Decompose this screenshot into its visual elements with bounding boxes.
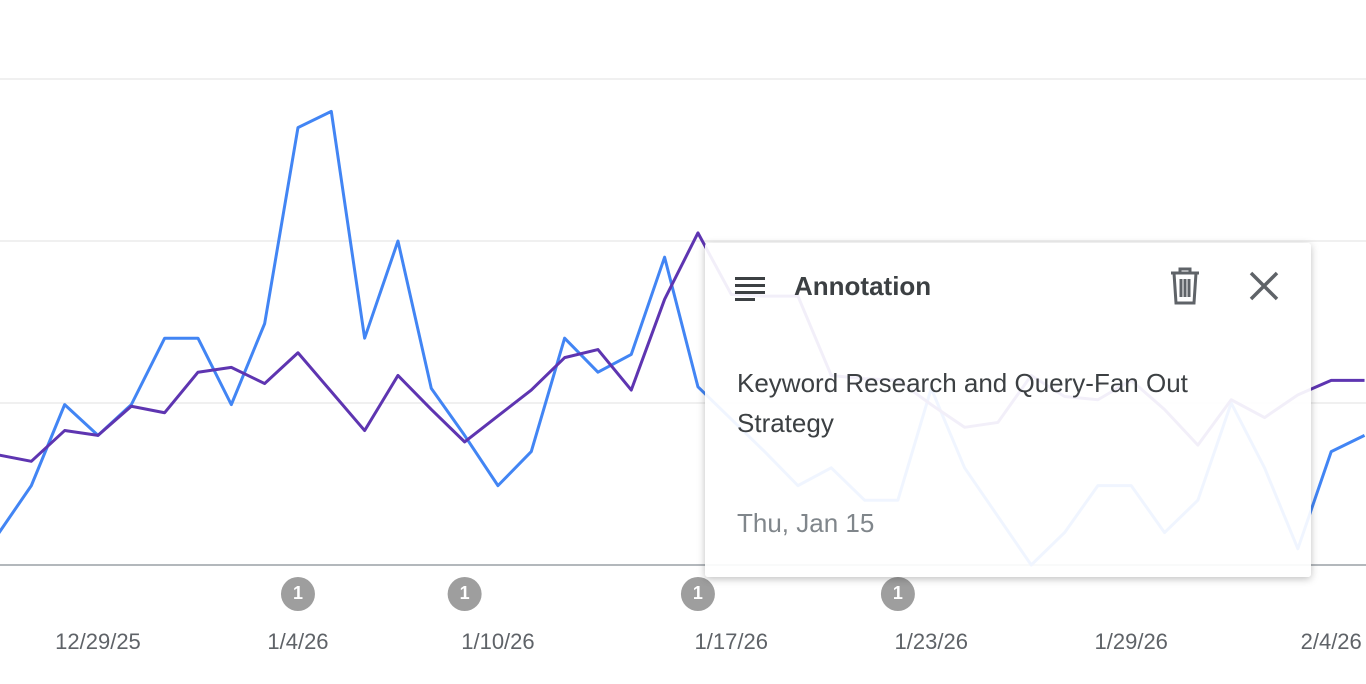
x-tick-label: 12/29/25 [55, 629, 141, 654]
annotation-popup: Annotation Keyword Research and Query-Fa… [705, 243, 1311, 577]
x-tick-label: 1/4/26 [267, 629, 328, 654]
annotation-count: 1 [460, 583, 470, 603]
x-tick-label: 1/23/26 [895, 629, 968, 654]
x-tick-label: 2/4/26 [1301, 629, 1362, 654]
x-tick-label: 1/29/26 [1095, 629, 1168, 654]
annotation-date: Thu, Jan 15 [737, 508, 875, 538]
x-tick-label: 1/17/26 [695, 629, 768, 654]
close-button[interactable] [1245, 267, 1285, 307]
annotation-count: 1 [293, 583, 303, 603]
notes-icon [735, 277, 765, 301]
annotation-marker [680, 577, 715, 611]
x-tick-label: 1/10/26 [461, 629, 534, 654]
annotation-count: 1 [893, 583, 903, 603]
popup-title: Annotation [794, 271, 932, 301]
annotation-marker [880, 577, 915, 611]
annotation-count: 1 [693, 583, 703, 603]
delete-button[interactable] [1165, 265, 1205, 309]
annotation-text: Keyword Research and Query-Fan Out Strat… [737, 368, 1188, 438]
annotation-marker [447, 577, 482, 611]
annotation-marker [280, 577, 315, 611]
